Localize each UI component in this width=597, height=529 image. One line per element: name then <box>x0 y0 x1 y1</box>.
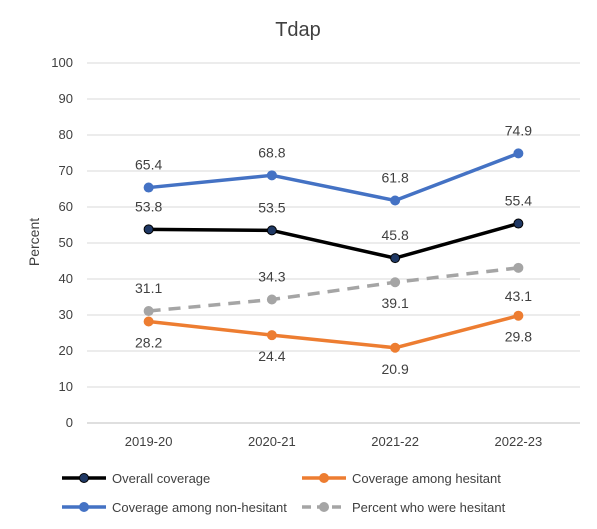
data-point <box>143 316 154 327</box>
legend-label: Percent who were hesitant <box>352 500 506 515</box>
series-2 <box>143 148 524 206</box>
data-point <box>513 262 524 273</box>
data-point <box>266 170 277 181</box>
y-tick-label: 70 <box>59 163 73 178</box>
legend-swatch-marker <box>319 473 329 483</box>
data-point <box>513 310 524 321</box>
data-label: 28.2 <box>135 334 162 350</box>
data-label: 45.8 <box>382 227 409 243</box>
data-label: 53.8 <box>135 198 162 214</box>
series-0 <box>143 218 524 264</box>
y-tick-label: 0 <box>66 415 73 430</box>
data-label: 31.1 <box>135 280 162 296</box>
legend-label: Coverage among non-hesitant <box>112 500 287 515</box>
data-label: 74.9 <box>505 122 532 138</box>
legend-swatch-marker <box>319 502 329 512</box>
data-label: 43.1 <box>505 288 532 304</box>
legend-swatch-marker <box>79 502 89 512</box>
legend-item: Coverage among hesitant <box>302 471 501 486</box>
data-point <box>143 224 154 235</box>
legend-item: Coverage among non-hesitant <box>62 500 287 515</box>
legend-label: Overall coverage <box>112 471 210 486</box>
y-tick-label: 90 <box>59 91 73 106</box>
data-point <box>513 218 524 229</box>
chart-title: Tdap <box>275 19 321 41</box>
x-tick-label: 2019-20 <box>125 434 173 449</box>
y-tick-label: 20 <box>59 343 73 358</box>
data-point <box>143 182 154 193</box>
data-label: 24.4 <box>258 348 285 364</box>
legend-item: Percent who were hesitant <box>302 500 506 515</box>
series-3 <box>143 262 524 317</box>
y-tick-label: 40 <box>59 271 73 286</box>
data-label: 61.8 <box>382 170 409 186</box>
y-tick-label: 50 <box>59 235 73 250</box>
x-tick-label: 2022-23 <box>495 434 543 449</box>
series-line <box>146 313 521 350</box>
data-point <box>266 294 277 305</box>
data-label: 68.8 <box>258 144 285 160</box>
data-label: 39.1 <box>382 295 409 311</box>
y-axis-ticks: 0 10 20 30 40 50 60 70 80 90 100 <box>51 55 73 430</box>
y-tick-label: 80 <box>59 127 73 142</box>
legend-label: Coverage among hesitant <box>352 471 501 486</box>
data-point <box>390 342 401 353</box>
data-point <box>266 225 277 236</box>
data-label: 65.4 <box>135 157 162 173</box>
data-labels: 53.8 53.5 45.8 55.4 28.2 24.4 20.9 29.8 65.4 68.8… <box>135 122 532 376</box>
y-tick-label: 60 <box>59 199 73 214</box>
y-tick-label: 100 <box>51 55 73 70</box>
data-label: 53.5 <box>258 199 285 215</box>
data-label: 34.3 <box>258 269 285 285</box>
legend-swatch-marker <box>79 473 89 483</box>
x-tick-label: 2020-21 <box>248 434 296 449</box>
data-point <box>143 306 154 317</box>
data-point <box>390 253 401 264</box>
data-point <box>513 148 524 159</box>
data-label: 29.8 <box>505 329 532 345</box>
y-tick-label: 10 <box>59 379 73 394</box>
series-lines <box>143 148 524 353</box>
data-point <box>266 330 277 341</box>
data-label: 20.9 <box>382 361 409 377</box>
y-axis-title: Percent <box>26 218 42 266</box>
series-1 <box>143 310 524 353</box>
x-axis-ticks: 2019-20 2020-21 2021-22 2022-23 <box>125 434 542 449</box>
series-line <box>146 221 521 260</box>
y-tick-label: 30 <box>59 307 73 322</box>
data-point <box>390 277 401 288</box>
data-label: 55.4 <box>505 193 532 209</box>
series-line <box>146 151 521 203</box>
legend-item: Overall coverage <box>62 471 210 486</box>
data-point <box>390 195 401 206</box>
x-tick-label: 2021-22 <box>371 434 419 449</box>
series-line <box>148 266 519 313</box>
legend: Overall coverage Coverage among hesitant C… <box>62 471 506 515</box>
